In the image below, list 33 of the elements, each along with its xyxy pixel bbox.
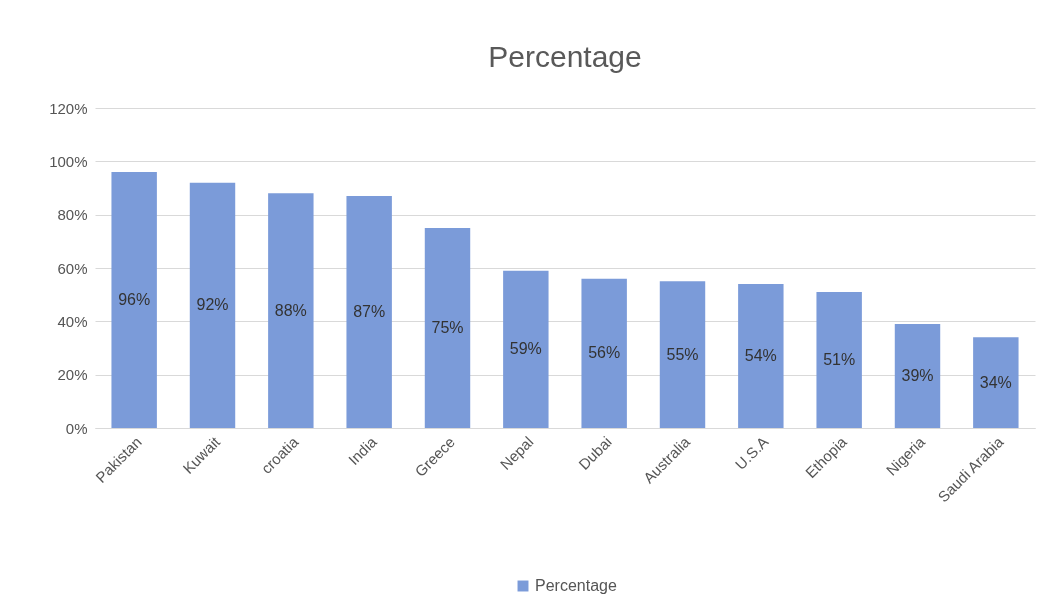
data-label: 92% (196, 296, 229, 314)
bar (424, 228, 471, 428)
bar (894, 324, 941, 428)
data-label: 34% (979, 373, 1012, 391)
y-tick-label: 120% (49, 99, 88, 117)
bar (581, 278, 627, 428)
y-tick-label: 40% (57, 312, 88, 330)
data-label: 87% (353, 303, 386, 320)
y-tick-label: 20% (57, 366, 88, 384)
data-label: 39% (901, 367, 934, 384)
bar (738, 284, 784, 428)
chart-title: Percentage (488, 40, 642, 73)
data-label: 54% (744, 347, 777, 364)
bar (503, 270, 549, 428)
y-tick-label: 0% (65, 419, 88, 437)
bar (973, 337, 1019, 428)
bar (659, 281, 706, 428)
data-label: 56% (588, 344, 621, 362)
bar (268, 193, 314, 428)
data-label: 96% (118, 291, 151, 308)
data-label: 75% (431, 319, 464, 336)
y-tick-label: 100% (49, 152, 88, 170)
data-label: 51% (823, 351, 856, 368)
data-label: 55% (666, 345, 699, 363)
legend-label: Percentage (535, 577, 617, 594)
bar (346, 196, 392, 428)
data-label: 59% (509, 340, 542, 358)
y-tick-label: 60% (57, 259, 88, 277)
data-label: 88% (274, 301, 307, 319)
bar (111, 172, 157, 428)
y-tick-label: 80% (57, 206, 88, 224)
bar (816, 292, 862, 428)
bar (189, 182, 236, 428)
